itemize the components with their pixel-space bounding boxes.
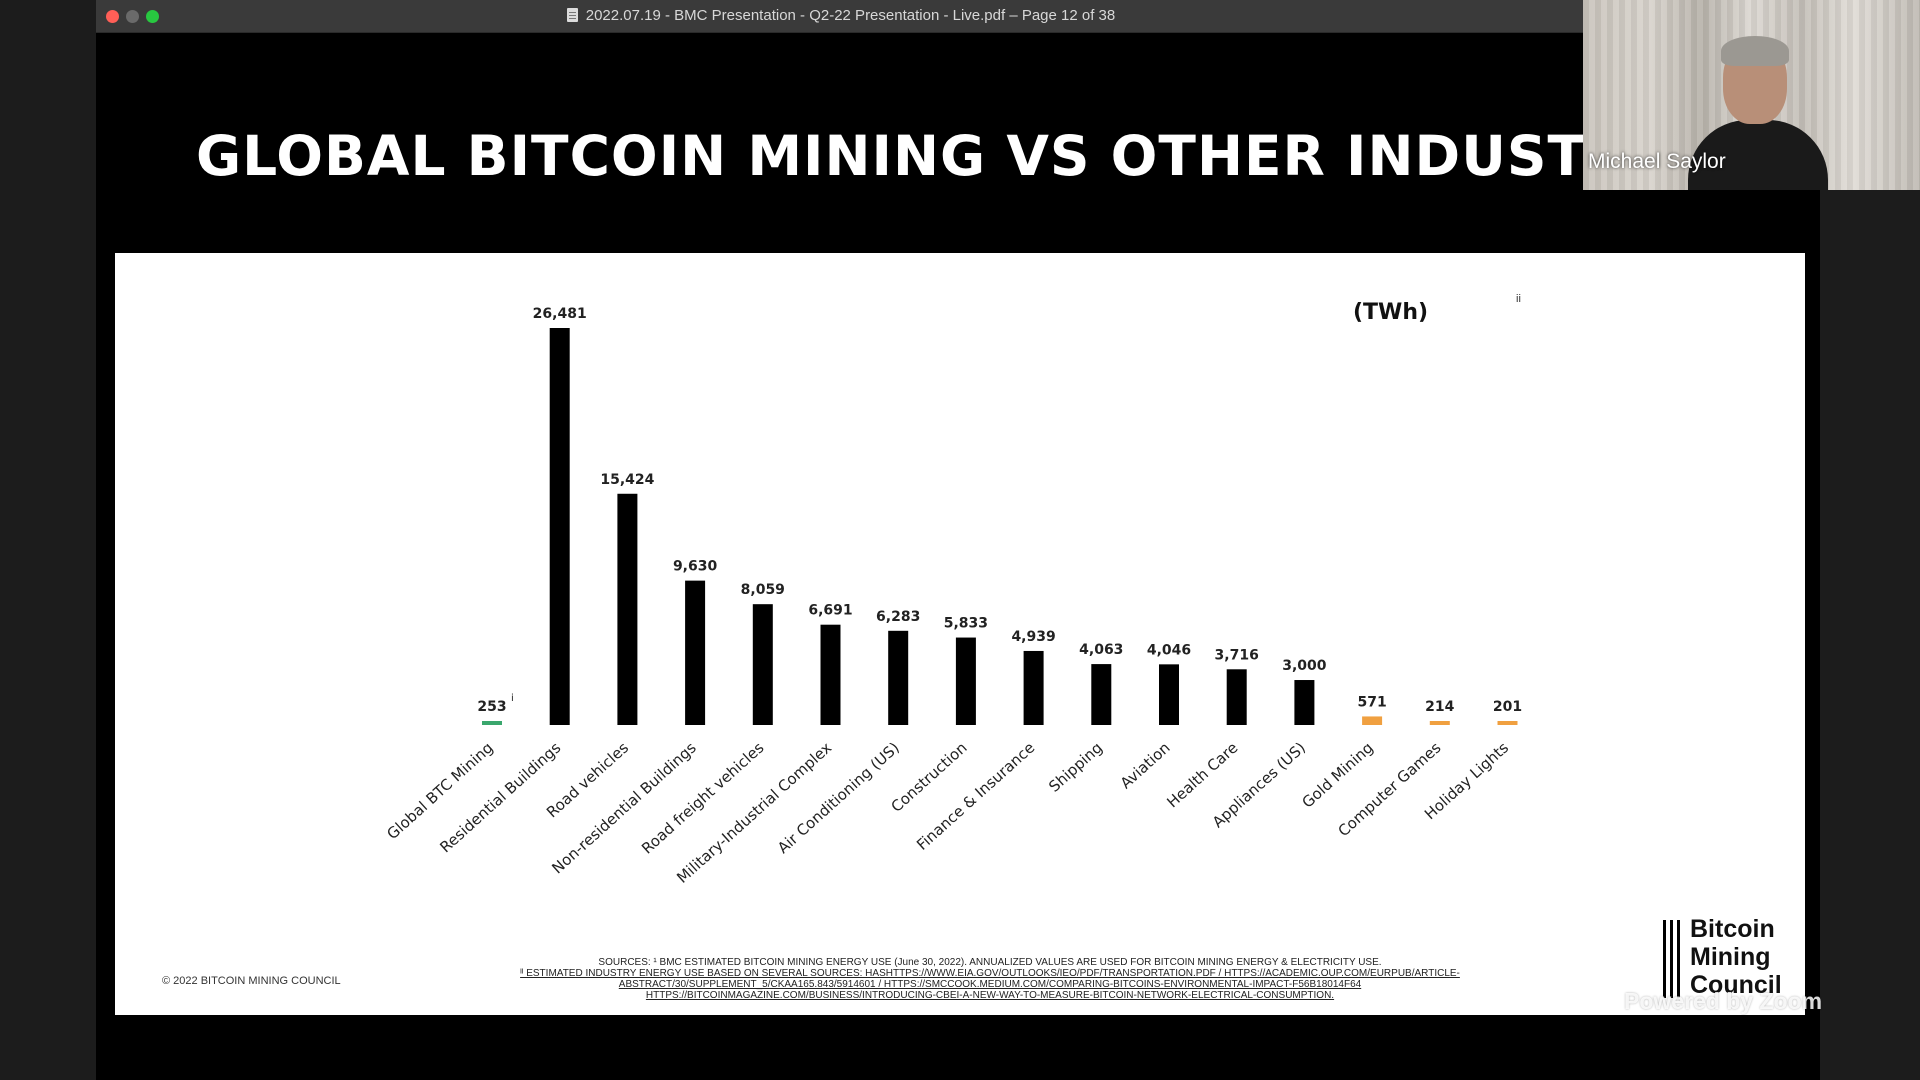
window-title: 2022.07.19 - BMC Presentation - Q2-22 Pr… [96, 0, 1586, 32]
participant-video-figure [1688, 120, 1828, 190]
slide-title: GLOBAL BITCOIN MINING VS OTHER INDUSTRIE [196, 124, 1676, 188]
logo-line: Bitcoin [1690, 915, 1775, 943]
copyright-text: © 2022 BITCOIN MINING COUNCIL [162, 975, 341, 987]
slide-content-panel [115, 253, 1805, 1015]
participant-video-hair [1721, 36, 1789, 66]
window-title-text: 2022.07.19 - BMC Presentation - Q2-22 Pr… [585, 7, 1116, 24]
sources-line: HTTPS://BITCOINMAGAZINE.COM/BUSINESS/INT… [645, 990, 1335, 1001]
participant-video-tile[interactable]: Michael Saylor [1583, 0, 1920, 190]
unit-label: (TWh) [1353, 300, 1429, 325]
close-window-button[interactable] [106, 10, 119, 23]
title-bar[interactable]: 2022.07.19 - BMC Presentation - Q2-22 Pr… [96, 0, 1820, 33]
participant-name-label: Michael Saylor [1588, 150, 1726, 173]
zoom-watermark: Powered by Zoom [1624, 988, 1823, 1014]
logo-line: Mining [1690, 943, 1771, 971]
unit-superscript: ii [1516, 293, 1521, 305]
logo-line: Council [1690, 971, 1782, 999]
minimize-window-button[interactable] [126, 10, 139, 23]
document-icon [566, 8, 578, 22]
pdf-viewer-window: 2022.07.19 - BMC Presentation - Q2-22 Pr… [96, 0, 1820, 1080]
sources-line: ᴵᴵ ESTIMATED INDUSTRY ENERGY USE BASED O… [520, 968, 1460, 979]
zoom-window-button[interactable] [146, 10, 159, 23]
sources-footnote: SOURCES: ¹ BMC ESTIMATED BITCOIN MINING … [420, 957, 1560, 1001]
sources-line: ABSTRACT/30/SUPPLEMENT_5/CKAA165.843/591… [618, 979, 1362, 990]
sources-line: SOURCES: ¹ BMC ESTIMATED BITCOIN MINING … [598, 957, 1382, 968]
bitcoin-mining-council-logo: Bitcoin Mining Council [1659, 915, 1799, 999]
